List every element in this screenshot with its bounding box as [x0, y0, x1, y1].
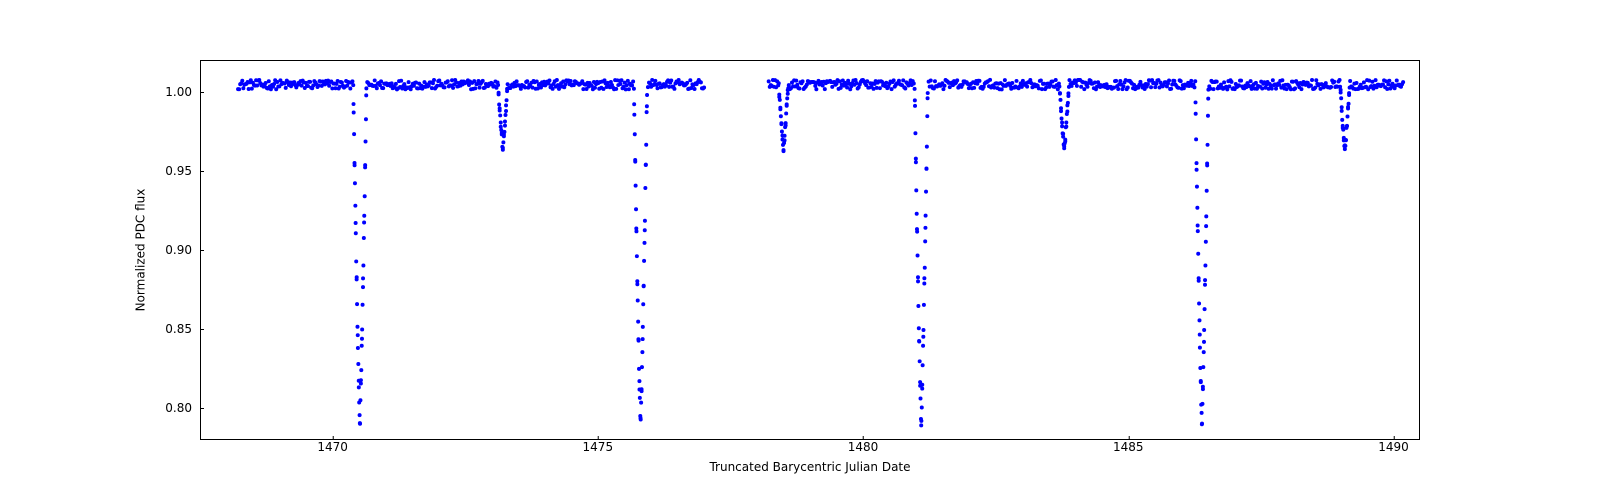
- y-tick-label: 0.90: [165, 243, 192, 257]
- plot-area: [200, 60, 1420, 440]
- scatter-plot: [201, 61, 1419, 439]
- y-tick-label: 0.95: [165, 164, 192, 178]
- x-axis-label: Truncated Barycentric Julian Date: [200, 460, 1420, 474]
- x-tick-label: 1485: [1113, 440, 1144, 454]
- x-tick-label: 1490: [1378, 440, 1409, 454]
- y-tick-label: 0.85: [165, 322, 192, 336]
- y-tick-label: 1.00: [165, 85, 192, 99]
- x-tick-label: 1470: [317, 440, 348, 454]
- x-tick-label: 1475: [583, 440, 614, 454]
- y-axis-label-text: Normalized PDC flux: [133, 189, 147, 312]
- x-tick-label: 1480: [848, 440, 879, 454]
- y-axis-label: Normalized PDC flux: [130, 60, 150, 440]
- y-axis: 0.80 0.85 0.90 0.95 1.00: [150, 60, 200, 440]
- y-tick-label: 0.80: [165, 401, 192, 415]
